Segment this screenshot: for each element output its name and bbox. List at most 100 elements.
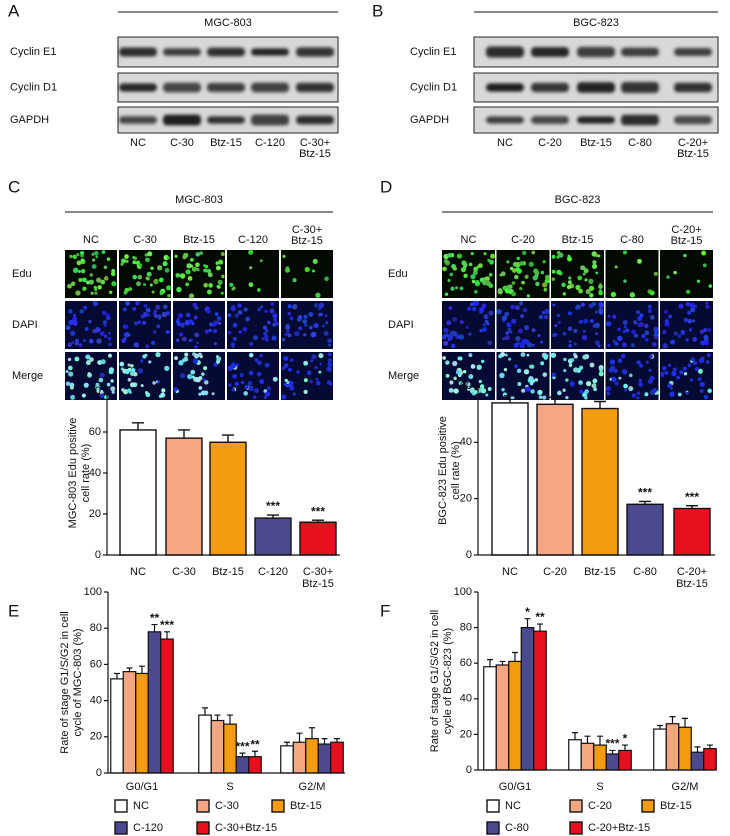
cell — [248, 249, 254, 255]
cell — [65, 381, 71, 387]
cell — [705, 304, 710, 309]
significance: ** — [535, 610, 545, 624]
cell — [101, 250, 106, 254]
cell — [157, 265, 163, 271]
error-bar — [178, 429, 190, 439]
cell — [159, 291, 164, 296]
y-tick-label: 0 — [466, 549, 472, 561]
cell — [198, 386, 203, 390]
cell — [110, 386, 116, 392]
cell — [82, 339, 86, 343]
cell — [183, 356, 189, 362]
cell — [257, 288, 261, 292]
text-line: C-20+ — [671, 224, 701, 236]
text-line: C-20+ — [677, 566, 707, 578]
cell — [137, 320, 142, 324]
cell — [621, 342, 627, 348]
cell — [629, 373, 633, 378]
bar — [605, 753, 620, 771]
cell — [263, 395, 268, 400]
band — [163, 82, 201, 93]
cell — [568, 276, 572, 280]
band — [486, 83, 524, 92]
cell — [582, 272, 586, 276]
cells — [282, 254, 329, 298]
cell — [470, 302, 474, 307]
y-tick-label: 80 — [460, 622, 472, 634]
lane-label: C-30 — [170, 137, 194, 149]
cell — [705, 301, 709, 305]
cell — [227, 365, 233, 371]
cell — [144, 253, 148, 257]
cell — [195, 262, 200, 268]
cell — [260, 305, 264, 309]
cell — [683, 372, 688, 376]
cell — [124, 324, 129, 329]
cell — [326, 366, 332, 372]
cell — [91, 264, 97, 269]
cell — [96, 277, 102, 283]
panel-label: D — [380, 177, 392, 196]
cell — [147, 251, 153, 257]
bar — [292, 741, 307, 774]
band — [674, 82, 712, 93]
cell — [449, 272, 454, 277]
band — [577, 82, 615, 93]
cell — [573, 354, 578, 359]
cells — [550, 352, 604, 400]
cell — [150, 266, 154, 270]
cell — [544, 308, 550, 315]
cell — [680, 329, 685, 335]
cell — [283, 363, 289, 368]
error-bar — [139, 665, 145, 674]
x-tick-label: Btz-15 — [212, 566, 244, 578]
significance: *** — [311, 504, 325, 518]
cell — [81, 393, 86, 398]
cell — [664, 370, 669, 375]
cell — [155, 352, 161, 358]
cell — [708, 284, 712, 288]
cell — [236, 363, 239, 367]
legend-label: C-120 — [133, 822, 163, 834]
bar — [135, 672, 149, 774]
y-tick-label: 60 — [460, 380, 472, 392]
cell — [445, 373, 450, 378]
x-tick-label: C-30 — [172, 566, 196, 578]
cell — [195, 252, 201, 257]
cell — [186, 312, 191, 318]
cell — [443, 327, 449, 334]
significance: *** — [638, 486, 652, 500]
cell — [213, 342, 217, 346]
cell — [208, 328, 213, 333]
blot-title: MGC-803 — [204, 17, 252, 29]
band — [251, 114, 289, 126]
cell — [565, 378, 569, 382]
x-tick-label: NC — [502, 566, 518, 578]
cell — [662, 330, 666, 335]
cell — [538, 395, 543, 400]
cell — [529, 381, 534, 386]
band — [207, 83, 245, 92]
cell — [259, 379, 265, 385]
cell — [160, 392, 166, 398]
cell — [468, 353, 473, 358]
cell — [135, 260, 141, 265]
cell — [156, 324, 161, 329]
cell — [561, 282, 566, 288]
cell — [203, 268, 208, 273]
cell — [99, 331, 105, 337]
cells — [552, 301, 605, 348]
row-label: Cyclin D1 — [410, 81, 457, 93]
cells — [173, 352, 222, 396]
cell — [105, 313, 110, 318]
cell — [483, 314, 489, 320]
cell — [121, 338, 127, 343]
text-line: Btz-15 — [671, 235, 703, 247]
panel-label: B — [372, 1, 383, 20]
cell — [145, 257, 150, 263]
cell — [303, 314, 308, 319]
cell — [505, 331, 510, 335]
cell — [541, 310, 546, 315]
cell — [310, 359, 314, 363]
error-bar — [504, 395, 516, 403]
